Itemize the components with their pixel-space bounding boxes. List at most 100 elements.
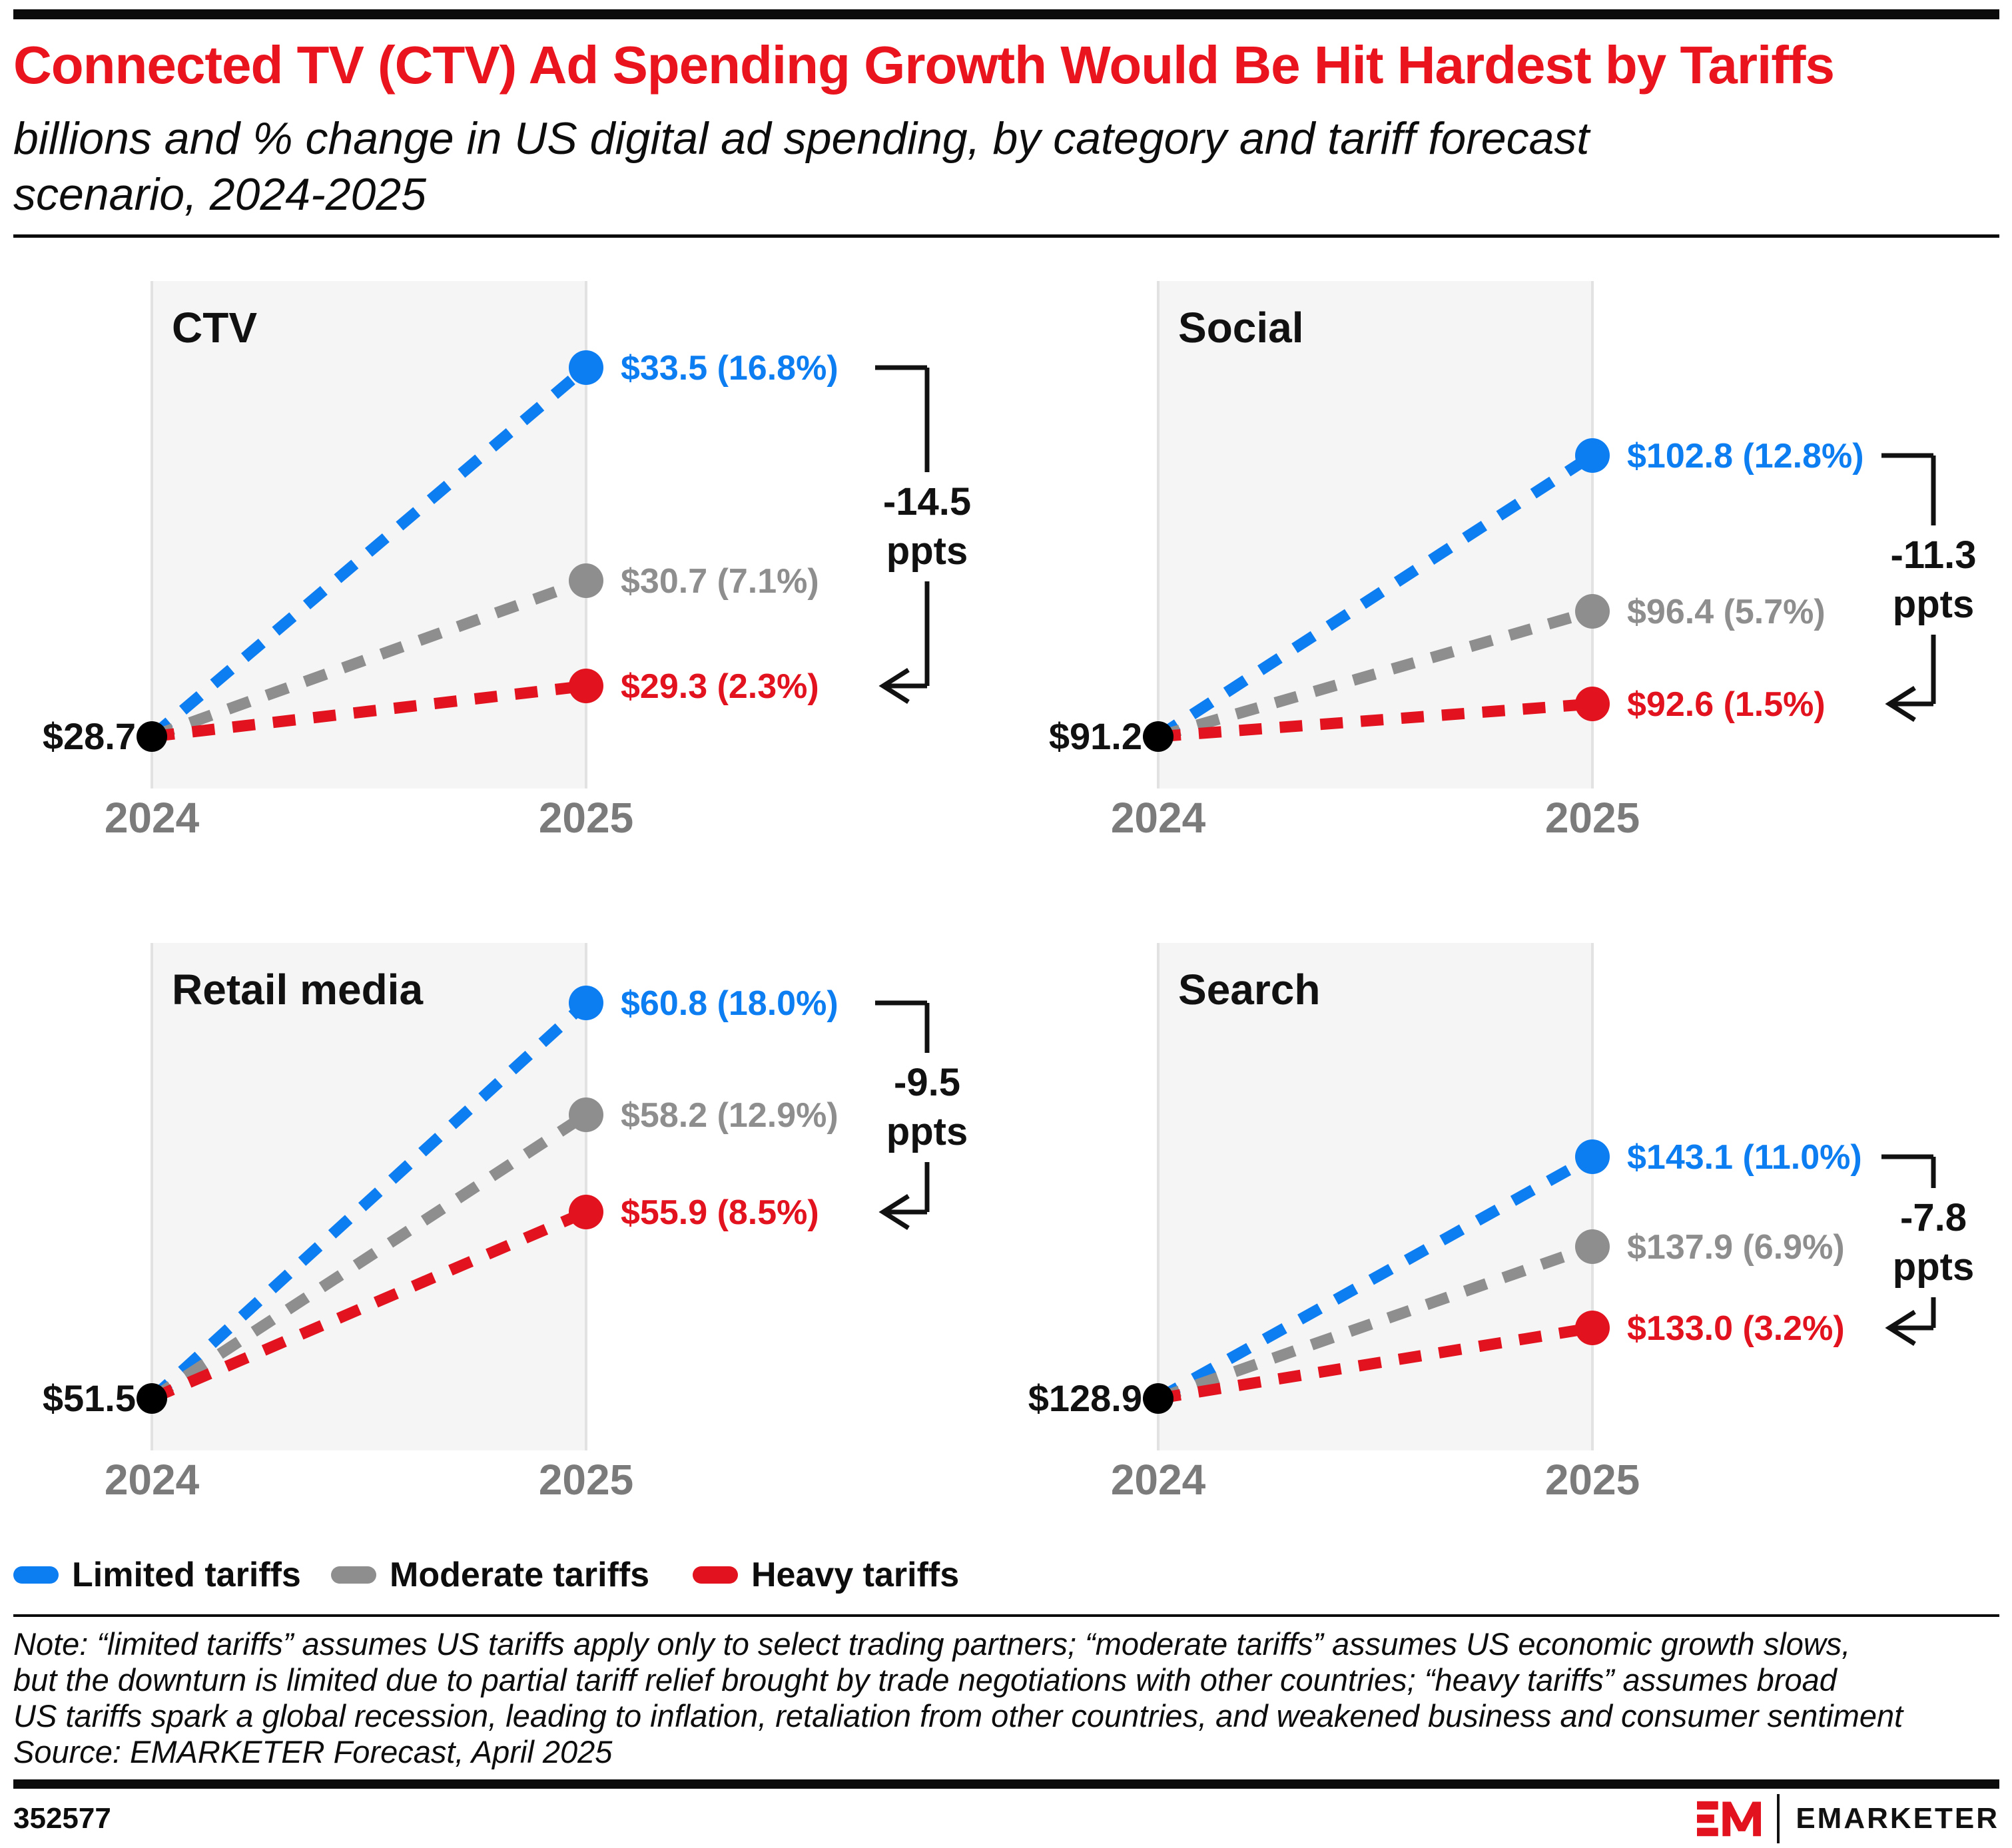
start-dot — [137, 721, 167, 752]
value-label-limited: $33.5 (16.8%) — [621, 349, 838, 388]
end-dot-moderate — [569, 1097, 603, 1132]
legend-swatch-moderate — [331, 1566, 376, 1584]
emarketer-logo-icon — [1697, 1801, 1762, 1837]
delta-ppts-value: -11.3 — [1891, 533, 1977, 577]
value-label-heavy: $133.0 (3.2%) — [1627, 1309, 1845, 1348]
end-dot-heavy — [1575, 1311, 1610, 1345]
end-dot-heavy — [1575, 687, 1610, 721]
value-label-heavy: $92.6 (1.5%) — [1627, 685, 1826, 724]
note-line: Note: “limited tariffs” assumes US tarif… — [13, 1626, 1851, 1662]
trend-line-moderate — [149, 1109, 589, 1404]
delta-ppts-value: -14.5 — [883, 480, 971, 523]
note-block: Note: “limited tariffs” assumes US tarif… — [13, 1626, 2005, 1770]
value-label-heavy: $29.3 (2.3%) — [621, 667, 819, 706]
delta-ppts-unit: ppts — [886, 529, 968, 573]
delta-ppts-unit: ppts — [1893, 583, 1974, 626]
chart-cell-retail-media: Retail media 2024 2025 -9.5 ppts $51.5 $60.8 (… — [0, 923, 1006, 1562]
trend-line-heavy — [1158, 698, 1593, 743]
delta-ppts-value: -7.8 — [1900, 1196, 1967, 1239]
bracket-arrowhead-icon — [1885, 686, 1916, 722]
value-label-moderate: $30.7 (7.1%) — [621, 562, 819, 601]
footer-accent-bar — [13, 1779, 1999, 1789]
start-value-label: $128.9 — [1028, 1377, 1142, 1419]
header-divider — [13, 234, 1999, 238]
x-label-2025: 2025 — [539, 794, 633, 842]
end-dot-heavy — [569, 669, 603, 703]
brand-wordmark: EMARKETER — [1796, 1802, 1999, 1835]
slope-chart-social: Social 2024 2025 -11.3 ppts $91.2 $102.8 (12.8… — [1049, 281, 1977, 842]
bracket-arrowhead-icon — [878, 1194, 910, 1230]
x-label-2025: 2025 — [1545, 794, 1640, 842]
chart-title-social: Social — [1178, 304, 1304, 352]
end-dot-moderate — [569, 563, 603, 598]
page-subtitle: billions and % change in US digital ad s… — [13, 111, 1998, 222]
year-band — [1158, 281, 1592, 788]
note-line: but the downturn is limited due to parti… — [13, 1662, 1837, 1697]
delta-ppts-unit: ppts — [1893, 1245, 1974, 1289]
start-dot — [137, 1383, 167, 1414]
value-label-heavy: $55.9 (8.5%) — [621, 1193, 819, 1232]
x-label-2025: 2025 — [539, 1456, 633, 1504]
subtitle-line-1: billions and % change in US digital ad s… — [13, 113, 1590, 164]
trend-line-limited — [148, 998, 590, 1403]
start-value-label: $91.2 — [1049, 715, 1142, 757]
top-accent-bar — [13, 9, 1999, 19]
chart-id: 352577 — [13, 1802, 111, 1835]
delta-ppts-value: -9.5 — [894, 1061, 960, 1104]
end-dot-moderate — [1575, 1229, 1610, 1264]
legend-swatch-limited — [13, 1566, 59, 1584]
brand-lockup: EMARKETER — [1697, 1794, 1999, 1843]
slope-chart-search: Search 2024 2025 -7.8 ppts $128.9 $143.1 (11.0… — [1028, 943, 1974, 1504]
end-dot-heavy — [569, 1195, 603, 1229]
start-dot — [1143, 721, 1174, 752]
legend-label-heavy: Heavy tariffs — [751, 1556, 960, 1594]
value-label-moderate: $58.2 (12.9%) — [621, 1096, 838, 1135]
value-label-moderate: $137.9 (6.9%) — [1627, 1228, 1845, 1267]
start-value-label: $51.5 — [43, 1377, 136, 1419]
x-label-2024: 2024 — [1111, 794, 1206, 842]
legend-item-limited: Limited tariffs — [13, 1553, 301, 1597]
value-label-limited: $60.8 (18.0%) — [621, 984, 838, 1023]
x-label-2024: 2024 — [1111, 1456, 1206, 1504]
note-line: US tariffs spark a global recession, lea… — [13, 1698, 1903, 1733]
x-label-2024: 2024 — [105, 794, 200, 842]
subtitle-line-2: scenario, 2024-2025 — [13, 169, 427, 220]
end-dot-moderate — [1575, 594, 1610, 629]
chart-cell-search: Search 2024 2025 -7.8 ppts $128.9 $143.1 (11.0… — [1006, 923, 2012, 1562]
legend: Limited tariffs Moderate tariffs Heavy t… — [0, 1553, 2012, 1597]
end-dot-limited — [1575, 1139, 1610, 1174]
brand-divider — [1777, 1794, 1780, 1843]
delta-ppts-unit: ppts — [886, 1110, 968, 1153]
start-dot — [1143, 1383, 1174, 1414]
chart-title-retail-media: Retail media — [172, 966, 423, 1014]
end-dot-limited — [569, 986, 603, 1020]
chart-cell-ctv: CTV 2024 2025 -14.5 ppts $28.7 $33.5 (16.8%) $3… — [0, 261, 1006, 900]
chart-title-search: Search — [1178, 966, 1320, 1014]
chart-title-ctv: CTV — [172, 304, 257, 352]
value-label-limited: $143.1 (11.0%) — [1627, 1138, 1862, 1177]
legend-label-limited: Limited tariffs — [72, 1556, 301, 1594]
trend-line-moderate — [1156, 1241, 1594, 1404]
end-dot-limited — [1575, 438, 1610, 473]
bracket-arrowhead-icon — [1885, 1310, 1916, 1346]
trend-line-heavy — [151, 680, 587, 743]
source-line: Source: EMARKETER Forecast, April 2025 — [13, 1734, 613, 1769]
trend-line-limited — [148, 363, 590, 741]
bracket-arrowhead-icon — [878, 668, 910, 704]
legend-swatch-heavy — [693, 1566, 738, 1584]
page-title: Connected TV (CTV) Ad Spending Growth Wo… — [13, 35, 1835, 95]
trend-line-limited — [1155, 1151, 1596, 1404]
trend-line-limited — [1155, 450, 1596, 742]
legend-item-heavy: Heavy tariffs — [693, 1553, 959, 1597]
value-label-moderate: $96.4 (5.7%) — [1627, 593, 1826, 631]
legend-item-moderate: Moderate tariffs — [331, 1553, 649, 1597]
start-value-label: $28.7 — [43, 715, 136, 757]
trend-line-heavy — [1157, 1322, 1594, 1404]
value-label-limited: $102.8 (12.8%) — [1627, 437, 1864, 475]
chart-cell-social: Social 2024 2025 -11.3 ppts $91.2 $102.8 (12.8… — [1006, 261, 2012, 900]
trend-line-moderate — [150, 575, 588, 743]
slope-chart-ctv: CTV 2024 2025 -14.5 ppts $28.7 $33.5 (16.8%) $3… — [43, 281, 971, 842]
note-divider — [13, 1614, 1999, 1617]
year-band — [152, 281, 586, 788]
trend-line-moderate — [1156, 605, 1594, 743]
